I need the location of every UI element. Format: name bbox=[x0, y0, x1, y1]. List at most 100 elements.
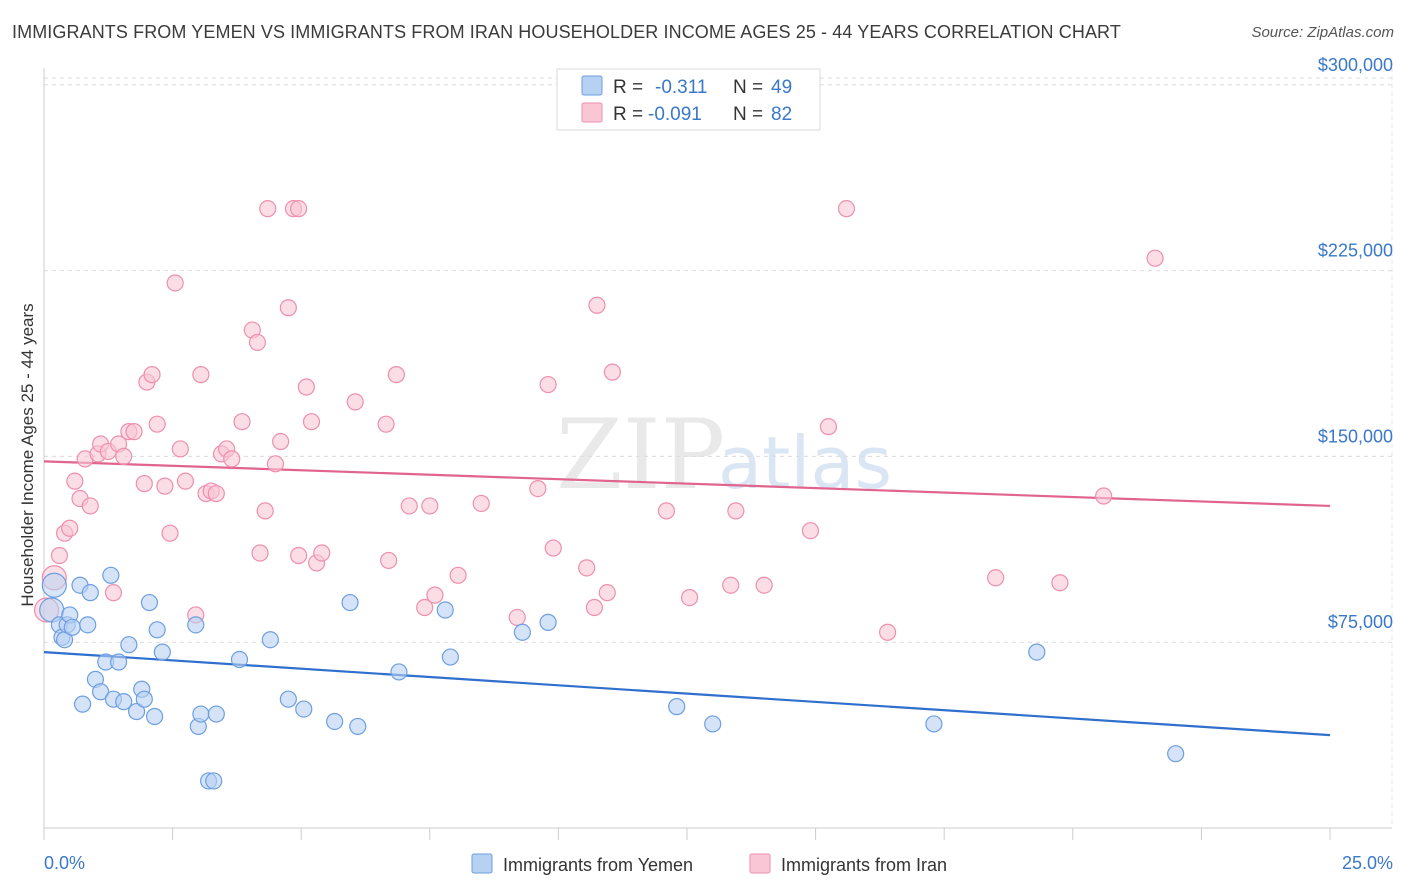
legend-r-label-iran: R = bbox=[613, 104, 643, 125]
y-axis-title: Householder Income Ages 25 - 44 years bbox=[18, 303, 37, 606]
point-iran bbox=[259, 200, 277, 218]
legend-n-value-iran: 82 bbox=[771, 104, 792, 125]
point-iran bbox=[104, 584, 123, 602]
point-yemen bbox=[73, 695, 92, 713]
y-tick-label: $150,000 bbox=[1318, 426, 1393, 446]
legend-n-label-iran: N = bbox=[733, 104, 763, 125]
point-yemen bbox=[1167, 745, 1185, 763]
point-iran bbox=[819, 418, 838, 436]
point-iran bbox=[297, 378, 315, 396]
point-iran bbox=[837, 200, 856, 218]
point-yemen bbox=[349, 717, 367, 736]
bottom-legend-label-iran: Immigrants from Iran bbox=[781, 855, 947, 875]
stats-legend: R = -0.311 N = 49 R = -0.091 N = 82 bbox=[556, 68, 821, 131]
legend-n-label-yemen: N = bbox=[733, 77, 763, 98]
point-yemen bbox=[115, 693, 133, 711]
point-iran bbox=[421, 497, 439, 515]
point-iran bbox=[755, 576, 773, 594]
point-yemen bbox=[436, 601, 454, 619]
point-iran bbox=[256, 502, 274, 520]
point-yemen bbox=[230, 650, 249, 669]
point-iran bbox=[508, 608, 526, 627]
axes bbox=[43, 68, 1393, 840]
watermark-atlas: atlas bbox=[718, 421, 892, 505]
point-yemen bbox=[81, 584, 99, 602]
point-yemen bbox=[390, 663, 408, 681]
point-iran bbox=[346, 393, 364, 411]
y-tick-labels: $75,000 $150,000 $225,000 $300,000 bbox=[1318, 55, 1393, 632]
point-yemen bbox=[207, 705, 225, 723]
legend-r-value-yemen: -0.311 bbox=[655, 77, 707, 98]
point-iran bbox=[223, 450, 241, 468]
point-yemen bbox=[63, 618, 81, 636]
legend-swatch-yemen bbox=[581, 75, 603, 96]
trend-line-iran bbox=[43, 460, 1331, 508]
point-iran bbox=[987, 569, 1005, 587]
point-yemen bbox=[205, 772, 223, 790]
point-iran bbox=[680, 588, 699, 607]
point-iran bbox=[879, 623, 897, 641]
point-iran bbox=[66, 472, 84, 490]
point-iran bbox=[279, 299, 297, 317]
point-iran bbox=[588, 296, 606, 314]
point-iran bbox=[387, 366, 405, 384]
point-iran bbox=[380, 551, 398, 570]
point-iran bbox=[1146, 249, 1164, 267]
legend-r-value-iran: -0.091 bbox=[648, 104, 702, 125]
point-iran bbox=[143, 366, 161, 384]
point-yemen bbox=[261, 631, 279, 649]
trend-line-yemen bbox=[43, 651, 1331, 737]
point-iran bbox=[472, 494, 490, 513]
bottom-legend-label-yemen: Immigrants from Yemen bbox=[503, 855, 693, 875]
point-iran bbox=[449, 566, 467, 584]
point-iran bbox=[171, 440, 189, 458]
point-yemen bbox=[135, 690, 153, 708]
point-iran bbox=[156, 477, 174, 495]
point-iran bbox=[722, 576, 740, 594]
point-iran bbox=[207, 484, 225, 503]
x-tick-label-min: 0.0% bbox=[44, 853, 85, 873]
gridlines bbox=[44, 77, 1392, 643]
point-iran bbox=[125, 423, 143, 441]
point-iran bbox=[578, 559, 596, 577]
point-iran bbox=[529, 479, 547, 498]
point-yemen bbox=[145, 707, 164, 726]
bottom-legend-swatch-yemen bbox=[471, 853, 493, 874]
point-iran bbox=[416, 598, 434, 617]
point-yemen bbox=[140, 593, 159, 612]
chart-title: IMMIGRANTS FROM YEMEN VS IMMIGRANTS FROM… bbox=[12, 22, 1121, 42]
point-iran bbox=[313, 544, 331, 562]
point-yemen bbox=[127, 702, 146, 721]
legend-swatch-iran bbox=[581, 102, 603, 123]
point-yemen bbox=[102, 566, 120, 584]
y-tick-label: $225,000 bbox=[1318, 241, 1393, 261]
point-iran bbox=[603, 363, 622, 381]
point-iran bbox=[1051, 574, 1069, 592]
x-tick-labels: 0.0% 25.0% bbox=[44, 853, 1393, 873]
legend-r-label-yemen: R = bbox=[613, 77, 643, 98]
point-iran bbox=[166, 274, 184, 292]
point-yemen bbox=[120, 636, 138, 654]
point-iran bbox=[657, 502, 676, 520]
point-iran bbox=[290, 200, 308, 218]
source-credit: Source: ZipAtlas.com bbox=[1251, 24, 1394, 41]
point-iran bbox=[544, 539, 562, 557]
point-iran bbox=[400, 497, 418, 515]
point-iran bbox=[1095, 487, 1113, 505]
point-yemen bbox=[109, 653, 128, 671]
point-iran bbox=[115, 447, 133, 465]
point-iran bbox=[148, 415, 166, 433]
point-iran bbox=[81, 497, 99, 515]
point-iran bbox=[161, 524, 179, 542]
point-iran bbox=[290, 546, 308, 565]
point-yemen bbox=[1028, 643, 1046, 661]
point-iran bbox=[248, 333, 267, 352]
point-iran bbox=[50, 546, 69, 565]
point-yemen bbox=[441, 648, 459, 666]
point-iran bbox=[61, 519, 79, 537]
point-yemen bbox=[41, 572, 67, 598]
point-yemen bbox=[279, 690, 297, 708]
point-yemen bbox=[148, 621, 166, 639]
point-yemen bbox=[192, 705, 210, 723]
